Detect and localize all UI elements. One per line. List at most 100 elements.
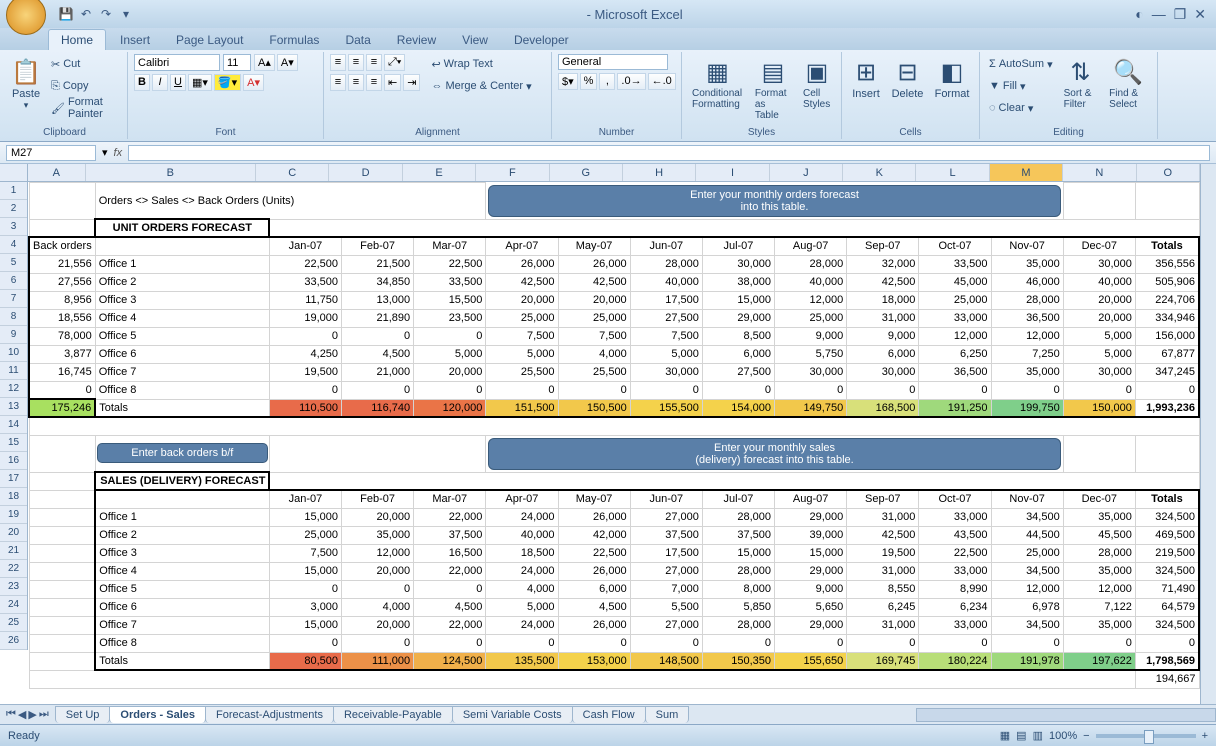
cell-r7[interactable]: 18,556	[29, 309, 95, 327]
cell-r14[interactable]: Enter your monthly sales(delivery) forec…	[486, 435, 1063, 472]
cell-r24[interactable]: 0	[847, 634, 919, 652]
cell-r16[interactable]	[29, 490, 95, 508]
cell-r10[interactable]: 19,500	[269, 363, 341, 381]
cell-r25[interactable]: 169,745	[847, 652, 919, 670]
cell-r24[interactable]: 0	[342, 634, 414, 652]
cell-r23[interactable]: 31,000	[847, 616, 919, 634]
cell-r22[interactable]: 6,978	[991, 598, 1063, 616]
cell-r24[interactable]: 0	[269, 634, 341, 652]
minimize-icon[interactable]: —	[1152, 6, 1166, 23]
cell-r18[interactable]: 25,000	[269, 526, 341, 544]
cell-r8[interactable]: 9,000	[775, 327, 847, 345]
comma-button[interactable]: ,	[599, 73, 615, 90]
border-button[interactable]: ▦▾	[188, 74, 212, 91]
cell-r10[interactable]: 35,000	[991, 363, 1063, 381]
cell-r26[interactable]	[29, 670, 1135, 688]
cell-r21[interactable]: 6,000	[558, 580, 630, 598]
cell-r21[interactable]: 4,000	[486, 580, 558, 598]
cell-r4[interactable]: 28,000	[630, 255, 702, 273]
autosum-button[interactable]: ΣAutoSum▾	[986, 54, 1056, 74]
cell-r8[interactable]: 12,000	[991, 327, 1063, 345]
cell-r17[interactable]: 31,000	[847, 508, 919, 526]
cell-r21[interactable]	[29, 580, 95, 598]
cell-r23[interactable]: Office 7	[95, 616, 269, 634]
cell-r19[interactable]: 15,000	[702, 544, 774, 562]
cell-r13[interactable]	[29, 417, 1199, 435]
redo-icon[interactable]: ↷	[98, 6, 114, 22]
cell-r5[interactable]: 33,500	[414, 273, 486, 291]
cell-r24[interactable]: 0	[486, 634, 558, 652]
align-bottom[interactable]: ≡	[366, 54, 382, 71]
cell-r20[interactable]: 324,500	[1135, 562, 1199, 580]
cell-r7[interactable]: 25,000	[558, 309, 630, 327]
cell-r3[interactable]: Jul-07	[702, 237, 774, 255]
cell-r20[interactable]: 34,500	[991, 562, 1063, 580]
row-header-2[interactable]: 2	[0, 200, 27, 218]
sheet-tab-orders-sales[interactable]: Orders - Sales	[109, 706, 206, 723]
cell-r3[interactable]	[95, 237, 269, 255]
grow-font-button[interactable]: A▴	[254, 54, 275, 71]
row-header-6[interactable]: 6	[0, 272, 27, 290]
cell-r5[interactable]: 33,500	[269, 273, 341, 291]
cell-r18[interactable]: 37,500	[630, 526, 702, 544]
cell-r24[interactable]: 0	[630, 634, 702, 652]
format-painter-button[interactable]: 🖌Format Painter	[48, 98, 121, 118]
cell-r9[interactable]: 5,000	[1063, 345, 1135, 363]
cell-r21[interactable]: 71,490	[1135, 580, 1199, 598]
cell-r20[interactable]: 28,000	[702, 562, 774, 580]
cell-r14[interactable]	[1063, 435, 1135, 472]
cell-r10[interactable]: 30,000	[630, 363, 702, 381]
cell-r9[interactable]: 7,250	[991, 345, 1063, 363]
cell-r14[interactable]	[29, 435, 95, 472]
cell-r8[interactable]: 7,500	[558, 327, 630, 345]
cell-r22[interactable]: 3,000	[269, 598, 341, 616]
cell-r16[interactable]: Jul-07	[702, 490, 774, 508]
cell-r12[interactable]: 155,500	[630, 399, 702, 417]
cell-r25[interactable]: 124,500	[414, 652, 486, 670]
cell-r16[interactable]: Jun-07	[630, 490, 702, 508]
cell-r20[interactable]: 35,000	[1063, 562, 1135, 580]
col-header-O[interactable]: O	[1137, 164, 1200, 181]
cell-r19[interactable]: 15,000	[775, 544, 847, 562]
row-header-11[interactable]: 11	[0, 362, 27, 380]
row-header-24[interactable]: 24	[0, 596, 27, 614]
cell-r7[interactable]: 33,000	[919, 309, 991, 327]
cell-r21[interactable]: 0	[342, 580, 414, 598]
cell-r21[interactable]: 8,000	[702, 580, 774, 598]
sheet-tab-receivable-payable[interactable]: Receivable-Payable	[333, 706, 453, 723]
cell-r17[interactable]: 22,000	[414, 508, 486, 526]
cell-r17[interactable]: 33,000	[919, 508, 991, 526]
row-header-20[interactable]: 20	[0, 524, 27, 542]
cell-r9[interactable]: 5,000	[414, 345, 486, 363]
row-header-16[interactable]: 16	[0, 452, 27, 470]
cell-r21[interactable]: 0	[269, 580, 341, 598]
ribbon-tab-home[interactable]: Home	[48, 29, 106, 50]
cell-r4[interactable]: 26,000	[486, 255, 558, 273]
cell-r26[interactable]: 194,667	[1135, 670, 1199, 688]
cell-r11[interactable]: 0	[847, 381, 919, 399]
cell-r2[interactable]: UNIT ORDERS FORECAST	[95, 219, 269, 237]
cell-r9[interactable]: 6,000	[847, 345, 919, 363]
cell-r25[interactable]	[29, 652, 95, 670]
cell-r9[interactable]: 6,250	[919, 345, 991, 363]
cell-r10[interactable]: 30,000	[1063, 363, 1135, 381]
cell-r23[interactable]: 29,000	[775, 616, 847, 634]
cell-r12[interactable]: Totals	[95, 399, 269, 417]
cell-r23[interactable]: 26,000	[558, 616, 630, 634]
cell-r10[interactable]: 36,500	[919, 363, 991, 381]
cell-r15[interactable]: SALES (DELIVERY) FORECAST	[95, 472, 269, 490]
cell-r3[interactable]: Jun-07	[630, 237, 702, 255]
cell-r7[interactable]: 27,500	[630, 309, 702, 327]
cell-r22[interactable]: 7,122	[1063, 598, 1135, 616]
cell-r19[interactable]	[29, 544, 95, 562]
sheet-tab-sum[interactable]: Sum	[645, 706, 690, 723]
col-header-E[interactable]: E	[403, 164, 476, 181]
row-header-1[interactable]: 1	[0, 182, 27, 200]
cell-r11[interactable]: 0	[991, 381, 1063, 399]
row-header-10[interactable]: 10	[0, 344, 27, 362]
cell-r10[interactable]: 25,500	[486, 363, 558, 381]
cell-r16[interactable]	[95, 490, 269, 508]
number-format-select[interactable]	[558, 54, 668, 70]
cell-r22[interactable]: 64,579	[1135, 598, 1199, 616]
cell-r10[interactable]: 27,500	[702, 363, 774, 381]
